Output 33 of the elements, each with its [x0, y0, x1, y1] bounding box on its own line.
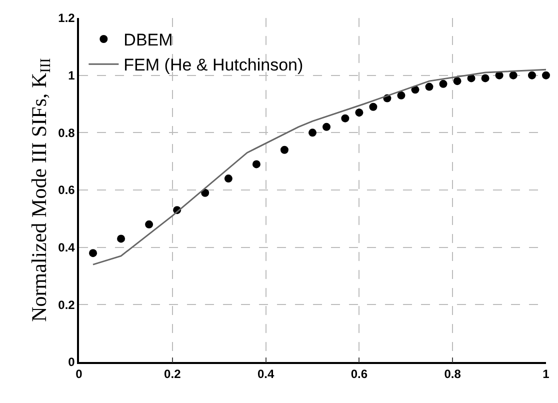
- y-tick-label: 0.6: [58, 183, 76, 198]
- point: [355, 108, 364, 117]
- x-tick-label: 0.6: [350, 367, 368, 382]
- point: [117, 234, 126, 243]
- x-tick-label: 0.8: [444, 367, 462, 382]
- point: [341, 114, 350, 122]
- point: [509, 71, 518, 80]
- point: [280, 146, 288, 154]
- legend-label: FEM (He & Hutchinson): [124, 56, 304, 75]
- point: [439, 80, 448, 88]
- point: [453, 77, 462, 86]
- point: [224, 174, 232, 183]
- point: [481, 74, 490, 82]
- point: [528, 71, 536, 80]
- point: [397, 91, 406, 100]
- point: [145, 220, 154, 228]
- legend-label: DBEM: [124, 30, 173, 50]
- point: [252, 160, 260, 168]
- point: [308, 128, 316, 137]
- y-tick-label: 0: [68, 355, 76, 370]
- x-tick-label: 0.2: [164, 367, 182, 382]
- y-tick-label: 0.2: [58, 298, 76, 312]
- y-tick-label: 1: [68, 68, 76, 83]
- point: [542, 71, 550, 80]
- point: [425, 82, 434, 91]
- y-tick-label: 0.4: [58, 240, 76, 255]
- point: [369, 102, 378, 111]
- y-tick-label: 1.2: [58, 11, 76, 26]
- y-tick-label: 0.8: [58, 126, 76, 140]
- point: [89, 249, 98, 258]
- point: [322, 122, 331, 131]
- x-tick-label: 0.4: [257, 367, 274, 382]
- x-tick-label: 1: [542, 367, 550, 382]
